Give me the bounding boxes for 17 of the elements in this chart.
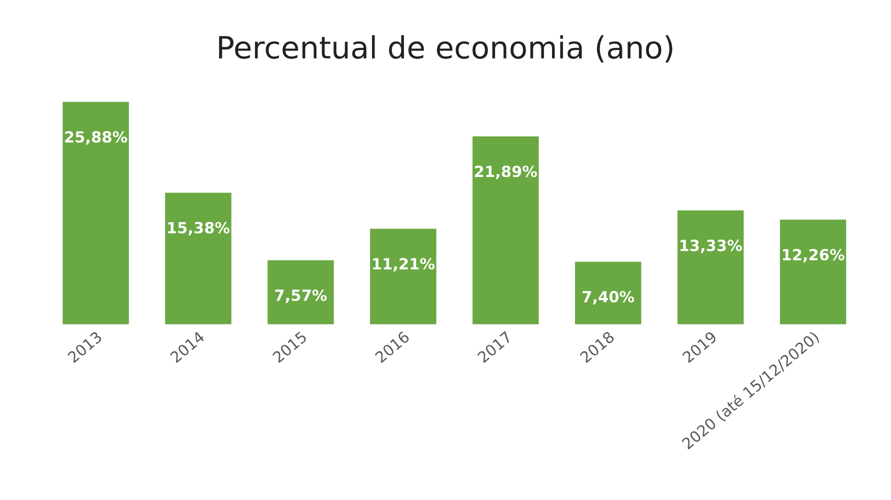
- data-label: 25,88%: [65, 131, 128, 145]
- bar: [266, 258, 336, 325]
- bar: [471, 135, 540, 325]
- data-label: 21,89%: [475, 166, 537, 180]
- data-label: 7,57%: [275, 289, 327, 303]
- bar: [368, 227, 438, 325]
- bar: [676, 209, 746, 325]
- data-label: 13,33%: [680, 240, 742, 254]
- chart-title: Percentual de economia (ano): [219, 35, 672, 62]
- bar: [164, 191, 233, 325]
- bar: [574, 260, 643, 325]
- bar: [61, 100, 130, 325]
- data-label: 15,38%: [168, 222, 230, 236]
- data-label: 11,21%: [373, 258, 435, 272]
- bar: [778, 218, 848, 325]
- data-label: 7,40%: [582, 290, 634, 304]
- data-label: 12,26%: [782, 248, 844, 262]
